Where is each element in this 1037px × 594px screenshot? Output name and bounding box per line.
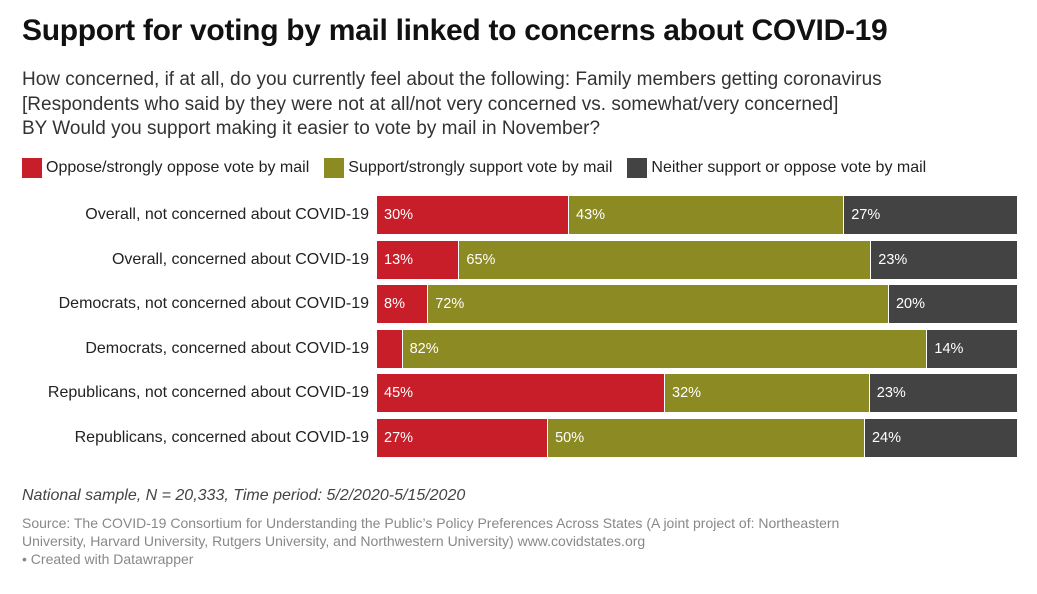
chart-title: Support for voting by mail linked to con…: [22, 14, 888, 47]
data-label: 27%: [851, 207, 881, 223]
stacked-bar: 82% 14%: [377, 329, 1017, 368]
subtitle-line: [Respondents who said by they were not a…: [22, 93, 839, 115]
chart-legend: Oppose/strongly oppose vote by mail Supp…: [22, 157, 941, 179]
bar-segment-oppose: 45%: [377, 374, 665, 413]
stacked-bar: 30% 43% 27%: [377, 196, 1017, 234]
data-label: 72%: [435, 296, 465, 313]
data-label: 82%: [409, 340, 439, 357]
legend-swatch-neither: [627, 158, 648, 178]
data-label: 23%: [878, 251, 908, 268]
category-label: Overall, concerned about COVID-19: [111, 250, 369, 268]
data-label: 32%: [672, 385, 702, 402]
data-label: 13%: [384, 251, 414, 268]
stacked-bar: 13% 65% 23%: [377, 240, 1017, 279]
category-label: Overall, not concerned about COVID-19: [85, 206, 369, 223]
chart-source: Source: The COVID-19 Consortium for Unde…: [22, 514, 1012, 568]
bar-segment-oppose: 8%: [377, 285, 429, 324]
legend-swatch-oppose: [22, 158, 42, 178]
bar-segment-oppose: 30%: [377, 196, 569, 234]
legend-swatch-support: [324, 158, 345, 178]
data-label: 27%: [384, 430, 414, 446]
legend-label-neither: Neither support or oppose vote by mail: [651, 159, 927, 176]
data-label: 24%: [871, 430, 901, 446]
category-label: Democrats, concerned about COVID-19: [85, 339, 369, 357]
bar-segment-neither: 20%: [888, 285, 1017, 324]
source-line: University, Harvard University, Rutgers …: [22, 533, 646, 549]
subtitle-line: How concerned, if at all, do you current…: [22, 69, 882, 90]
bar-segment-support: 43%: [569, 196, 845, 234]
subtitle-line: BY Would you support making it easier to…: [22, 118, 601, 139]
data-label: 43%: [576, 207, 606, 223]
legend-label-support: Support/strongly support vote by mail: [348, 159, 613, 176]
legend-item-support: Support/strongly support vote by mail: [324, 158, 612, 178]
data-label: 45%: [384, 385, 414, 402]
category-label: Democrats, not concerned about COVID-19: [58, 295, 369, 313]
data-label: 14%: [934, 340, 964, 357]
chart-subtitle: How concerned, if at all, do you current…: [22, 68, 1022, 142]
chart-notes: National sample, N = 20,333, Time period…: [22, 487, 466, 504]
stacked-bar: 8% 72% 20%: [377, 285, 1017, 324]
bar-segment-support: 50%: [548, 419, 865, 457]
bar-segment-oppose: 27%: [377, 419, 549, 457]
credit-line: • Created with Datawrapper: [22, 551, 194, 567]
stacked-bar: 27% 50% 24%: [377, 419, 1018, 457]
bar-row: Republicans, concerned about COVID-19 27%…: [0, 419, 1037, 457]
data-label: 8%: [384, 296, 405, 313]
bar-row: Democrats, concerned about COVID-19 82% 14…: [0, 329, 1037, 368]
category-label: Republicans, not concerned about COVID-1…: [47, 384, 369, 402]
bar-segment-support: 32%: [665, 374, 870, 413]
bar-segment-neither: 23%: [871, 240, 1017, 279]
bar-row: Democrats, not concerned about COVID-19 8…: [0, 285, 1037, 324]
legend-item-neither: Neither support or oppose vote by mail: [627, 158, 926, 178]
bar-segment-support: 65%: [459, 240, 872, 279]
legend-label-oppose: Oppose/strongly oppose vote by mail: [46, 159, 310, 176]
bar-segment-oppose: [377, 329, 403, 368]
bar-segment-oppose: 13%: [377, 240, 460, 279]
data-label: 30%: [384, 207, 414, 223]
bar-row: Overall, not concerned about COVID-19 30%…: [0, 196, 1037, 234]
bar-row: Republicans, not concerned about COVID-1…: [0, 374, 1037, 413]
legend-item-oppose: Oppose/strongly oppose vote by mail: [22, 158, 309, 178]
bar-segment-neither: 23%: [869, 374, 1017, 413]
bar-row: Overall, concerned about COVID-19 13% 65% 2…: [0, 240, 1037, 279]
bar-segment-support: 72%: [428, 285, 889, 324]
bar-segment-neither: 14%: [927, 329, 1017, 368]
category-label: Republicans, concerned about COVID-19: [74, 429, 369, 446]
bar-segment-support: 82%: [402, 329, 928, 368]
stacked-bar: 45% 32% 23%: [377, 374, 1017, 413]
bar-segment-neither: 24%: [864, 419, 1018, 457]
source-line: Source: The COVID-19 Consortium for Unde…: [22, 515, 840, 531]
bar-segment-neither: 27%: [844, 196, 1017, 234]
data-label: 20%: [895, 296, 926, 313]
data-label: 65%: [466, 251, 496, 268]
data-label: 23%: [876, 385, 906, 402]
data-label: 50%: [555, 430, 585, 446]
